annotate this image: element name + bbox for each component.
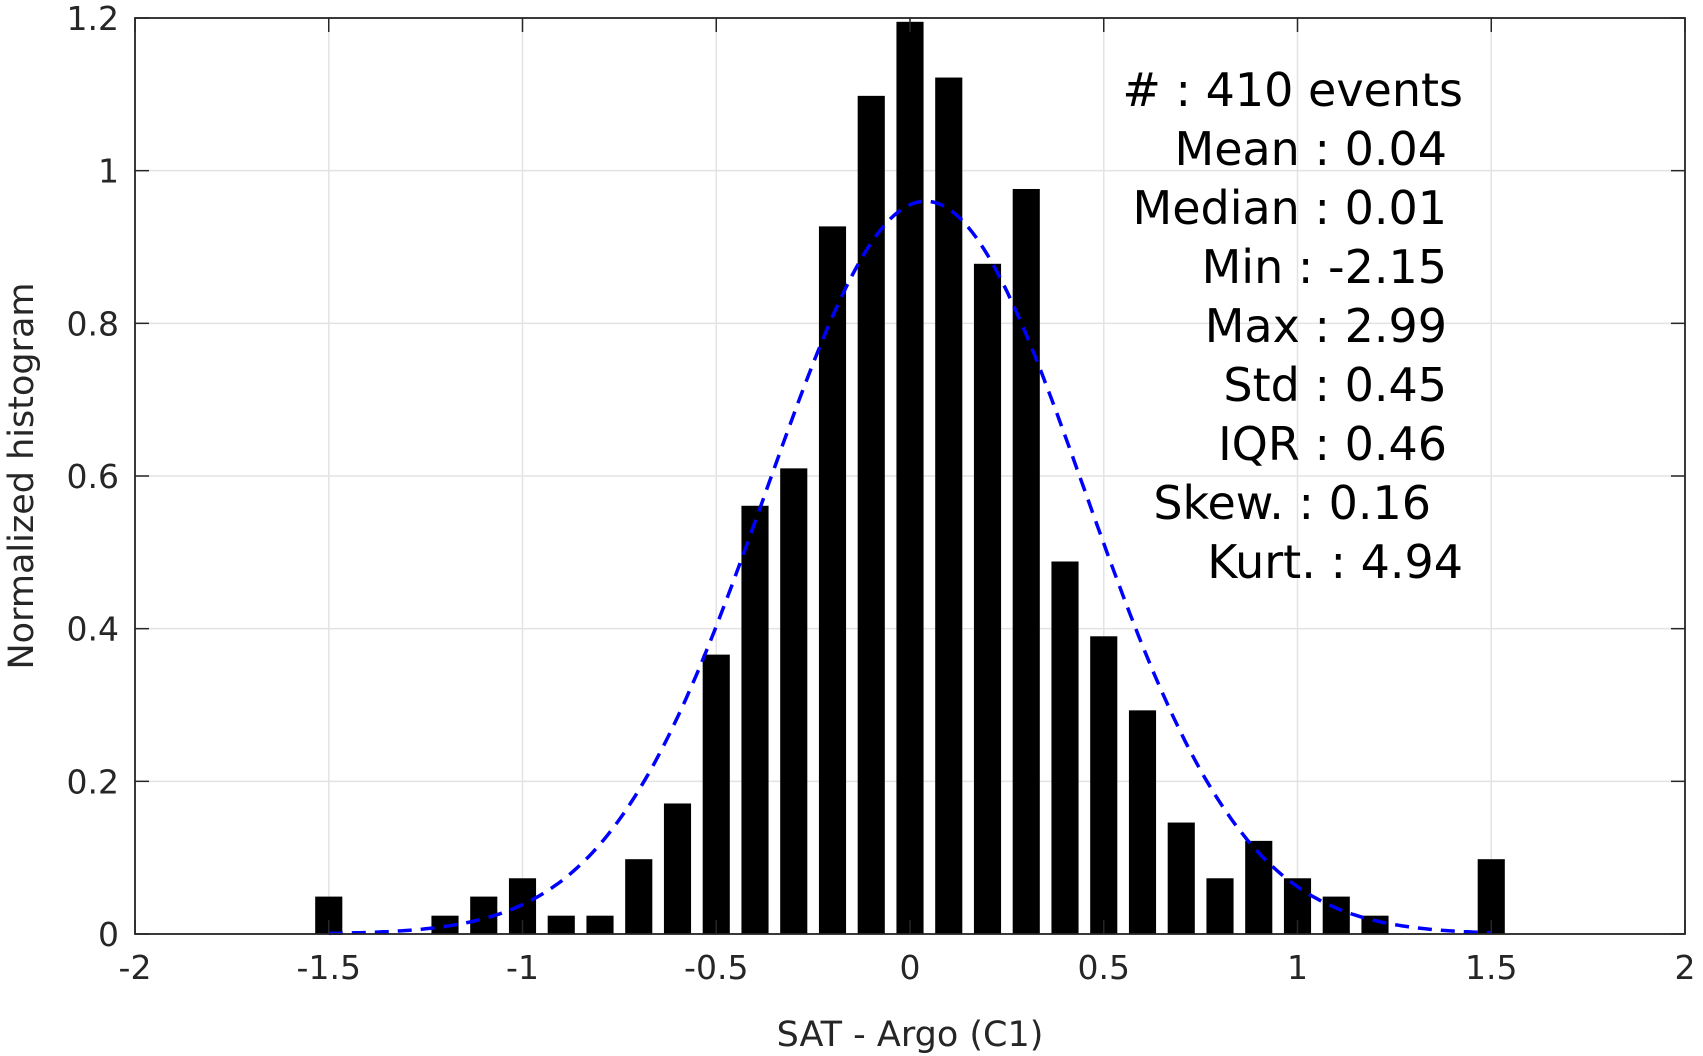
- histogram-bar-25: [1361, 915, 1389, 934]
- histogram-bar-16: [1012, 188, 1040, 934]
- x-tick-label-0: -2: [119, 948, 152, 987]
- normal-fit-curve: [328, 199, 1492, 936]
- x-tick-label-1: -1.5: [297, 948, 361, 987]
- x-tick-label-8: 2: [1675, 948, 1696, 987]
- y-tick-label-1: 0.2: [67, 762, 119, 801]
- histogram-bar-5: [586, 915, 614, 934]
- stat-skew: Skew. : 0.16: [1153, 476, 1431, 530]
- histogram-bar-7: [663, 803, 692, 934]
- stat-kurt: Kurt. : 4.94: [1207, 535, 1463, 589]
- histogram-bar-6: [625, 859, 653, 934]
- stat-std: Std : 0.45: [1223, 358, 1447, 412]
- fit-curve-line: [328, 199, 1492, 936]
- histogram-bar-17: [1051, 561, 1079, 934]
- stats-annotation: # : 410 events Mean : 0.04 Median : 0.01…: [1122, 63, 1463, 589]
- stat-mean: Mean : 0.04: [1175, 122, 1448, 176]
- stat-count: # : 410 events: [1122, 63, 1463, 117]
- x-tick-label-6: 1: [1287, 948, 1308, 987]
- histogram-bar-10: [780, 468, 808, 934]
- x-tick-label-4: 0: [900, 948, 921, 987]
- histogram-bar-22: [1245, 840, 1273, 934]
- axes: [134, 17, 1686, 935]
- stat-min: Min : -2.15: [1202, 240, 1447, 294]
- x-tick-label-7: 1.5: [1465, 948, 1517, 987]
- histogram-bar-15: [973, 263, 1002, 934]
- histogram-bar-18: [1090, 636, 1118, 934]
- y-tick-label-4: 0.8: [67, 304, 119, 343]
- y-tick-label-2: 0.4: [67, 610, 119, 649]
- tick-labels: -2 -1.5 -1 -0.5 0 0.5 1 1.5 2 0 0.2 0.4 0.6 0.8 1 1.2: [67, 0, 1696, 987]
- histogram-bar-8: [702, 654, 730, 934]
- histogram-bar-20: [1167, 822, 1195, 934]
- y-tick-label-3: 0.6: [67, 457, 119, 496]
- histogram-bar-19: [1128, 710, 1157, 934]
- y-tick-label-0: 0: [98, 915, 119, 954]
- histogram-bar-12: [857, 95, 885, 935]
- x-axis-label: SAT - Argo (C1): [777, 1015, 1044, 1055]
- histogram-bar-4: [547, 915, 575, 934]
- histogram-bar-9: [741, 505, 769, 934]
- y-axis-label: Normalized histogram: [2, 282, 42, 669]
- y-tick-label-5: 1: [98, 152, 119, 191]
- stat-iqr: IQR : 0.46: [1218, 417, 1447, 471]
- histogram-bar-11: [818, 226, 847, 934]
- histogram-bar-13: [896, 21, 924, 935]
- x-tick-label-3: -0.5: [684, 948, 748, 987]
- histogram-bar-14: [935, 77, 963, 935]
- stat-median: Median : 0.01: [1133, 181, 1447, 235]
- x-tick-label-5: 0.5: [1078, 948, 1130, 987]
- x-tick-label-2: -1: [506, 948, 539, 987]
- y-tick-label-6: 1.2: [67, 0, 119, 38]
- histogram-bar-21: [1206, 878, 1234, 934]
- histogram-bar-24: [1322, 896, 1350, 934]
- stat-max: Max : 2.99: [1205, 299, 1447, 353]
